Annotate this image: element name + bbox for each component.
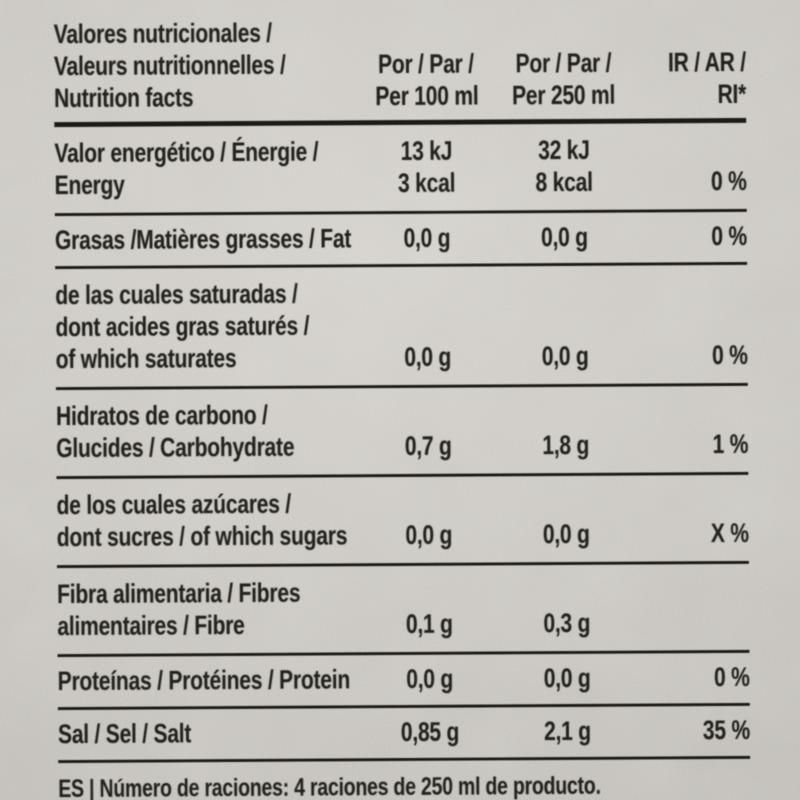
table-title-line: Nutrition facts bbox=[53, 82, 194, 114]
label-line: of which saturates bbox=[55, 343, 237, 375]
row-carbohydrate: Hidratos de carbono / Glucides / Carbohy… bbox=[55, 385, 749, 480]
value-line: 0 % bbox=[710, 165, 747, 197]
header-per-250ml: Por / Par / Per 250 ml bbox=[491, 47, 636, 112]
fat-per-250ml: 0,0 g bbox=[492, 221, 637, 254]
row-fat: Grasas /Matières grasses / Fat 0,0 g 0,0… bbox=[54, 211, 748, 270]
fat-label: Grasas /Matières grasses / Fat bbox=[55, 222, 362, 256]
salt-per-250ml: 2,1 g bbox=[495, 715, 640, 748]
value-line: 13 kJ bbox=[400, 135, 453, 167]
label-line: dont sucres / of which sugars bbox=[56, 520, 348, 553]
protein-per-250ml: 0,0 g bbox=[495, 662, 640, 695]
value-line: 0,3 g bbox=[543, 607, 591, 639]
header-reference-intake: IR / AR / RI* bbox=[636, 46, 746, 111]
fibre-per-100ml: 0,1 g bbox=[364, 607, 494, 640]
label-line: de las cuales saturadas / bbox=[55, 278, 298, 311]
header-per-100ml: Por / Par / Per 100 ml bbox=[361, 47, 491, 112]
value-line: 1,8 g bbox=[542, 429, 590, 461]
fat-per-100ml: 0,0 g bbox=[362, 221, 492, 254]
salt-per-100ml: 0,85 g bbox=[365, 715, 495, 748]
label-line: Valor energético / Énergie / bbox=[54, 136, 319, 169]
row-energy: Valor energético / Énergie / Energy 13 k… bbox=[54, 122, 747, 217]
header-line: Per 250 ml bbox=[511, 79, 616, 111]
label-line: Glucides / Carbohydrate bbox=[56, 431, 295, 464]
protein-ri: 0 % bbox=[640, 661, 750, 694]
label-line: Fibra alimentaria / Fibres bbox=[57, 577, 301, 610]
value-line: 0 % bbox=[713, 661, 750, 693]
label-line: Grasas /Matières grasses / Fat bbox=[54, 223, 352, 256]
header-line: RI* bbox=[717, 78, 747, 110]
salt-label: Sal / Sel / Salt bbox=[58, 716, 365, 750]
header-line: Per 100 ml bbox=[375, 80, 479, 112]
value-line: 0,0 g bbox=[541, 340, 589, 372]
value-line: 35 % bbox=[702, 714, 751, 746]
row-fibre: Fibra alimentaria / Fibres alimentaires … bbox=[56, 563, 750, 658]
value-line: 0,0 g bbox=[405, 519, 453, 550]
value-line: 0,1 g bbox=[405, 608, 453, 639]
value-line: 2,1 g bbox=[543, 715, 591, 747]
row-sugars: de los cuales azúcares / dont sucres / o… bbox=[56, 474, 749, 569]
header-line: Por / Par / bbox=[377, 48, 474, 80]
value-line: X % bbox=[710, 517, 749, 549]
value-line: 0,0 g bbox=[403, 222, 451, 253]
label-line: Energy bbox=[54, 169, 125, 201]
value-line: 32 kJ bbox=[538, 134, 590, 166]
value-line: 0 % bbox=[711, 339, 748, 371]
servings-note-text: ES | Número de raciones: 4 raciones de 2… bbox=[58, 771, 601, 800]
value-line: 0,85 g bbox=[400, 716, 460, 748]
value-line: 0,7 g bbox=[404, 430, 452, 461]
table-title-line: Valeurs nutritionnelles / bbox=[53, 49, 286, 82]
header-nutrients: Valores nutricionales / Valeurs nutritio… bbox=[54, 16, 362, 114]
value-line bbox=[664, 638, 750, 639]
carbohydrate-ri: 1 % bbox=[638, 428, 749, 461]
saturates-ri: 0 % bbox=[638, 339, 748, 372]
carbohydrate-per-250ml: 1,8 g bbox=[493, 429, 638, 462]
value-line: 0,0 g bbox=[406, 663, 454, 694]
saturates-per-100ml: 0,0 g bbox=[363, 340, 493, 373]
value-line: 0 % bbox=[711, 220, 748, 252]
sugars-per-250ml: 0,0 g bbox=[494, 518, 639, 551]
sugars-label: de los cuales azúcares / dont sucres / o… bbox=[56, 487, 363, 553]
salt-ri: 35 % bbox=[640, 714, 750, 747]
fibre-per-250ml: 0,3 g bbox=[494, 607, 639, 640]
carbohydrate-label: Hidratos de carbono / Glucides / Carbohy… bbox=[56, 398, 363, 464]
nutrition-table: Valores nutricionales / Valeurs nutritio… bbox=[53, 13, 751, 800]
value-line: 0,0 g bbox=[404, 341, 452, 372]
energy-per-250ml: 32 kJ 8 kcal bbox=[491, 134, 636, 199]
table-header: Valores nutricionales / Valeurs nutritio… bbox=[53, 13, 747, 128]
value-line: 0,0 g bbox=[540, 221, 588, 253]
header-line: IR / AR / bbox=[667, 46, 746, 78]
row-salt: Sal / Sel / Salt 0,85 g 2,1 g 35 % bbox=[57, 705, 751, 764]
energy-per-100ml: 13 kJ 3 kcal bbox=[361, 134, 491, 199]
value-line: 0,0 g bbox=[542, 518, 590, 550]
row-protein: Proteínas / Protéines / Protein 0,0 g 0,… bbox=[57, 652, 750, 711]
energy-label: Valor energético / Énergie / Energy bbox=[54, 135, 361, 201]
row-saturates: de las cuales saturadas / dont acides gr… bbox=[55, 264, 748, 391]
value-line: 0,0 g bbox=[543, 662, 591, 694]
label-line: Hidratos de carbono / bbox=[55, 399, 268, 432]
value-line: 3 kcal bbox=[397, 167, 456, 199]
label-line: Proteínas / Protéines / Protein bbox=[57, 664, 351, 697]
table-title-line: Valores nutricionales / bbox=[53, 17, 272, 50]
fibre-ri bbox=[639, 638, 749, 639]
protein-label: Proteínas / Protéines / Protein bbox=[58, 663, 365, 697]
sugars-per-100ml: 0,0 g bbox=[364, 518, 494, 551]
saturates-per-250ml: 0,0 g bbox=[493, 340, 638, 373]
label-line: dont acides gras saturés / bbox=[55, 310, 310, 343]
label-line: de los cuales azúcares / bbox=[56, 488, 292, 521]
protein-per-100ml: 0,0 g bbox=[365, 662, 495, 695]
sugars-ri: X % bbox=[639, 517, 749, 550]
label-line: Sal / Sel / Salt bbox=[57, 718, 192, 750]
carbohydrate-per-100ml: 0,7 g bbox=[363, 429, 493, 462]
value-line: 8 kcal bbox=[535, 166, 593, 198]
header-line: Por / Par / bbox=[515, 47, 612, 79]
saturates-label: de las cuales saturadas / dont acides gr… bbox=[55, 277, 363, 375]
servings-note: ES | Número de raciones: 4 raciones de 2… bbox=[58, 769, 750, 800]
fat-ri: 0 % bbox=[637, 220, 747, 253]
label-line: alimentaires / Fibre bbox=[57, 609, 245, 642]
fibre-label: Fibra alimentaria / Fibres alimentaires … bbox=[57, 576, 364, 642]
value-line: 1 % bbox=[712, 428, 749, 460]
energy-ri: 0 % bbox=[637, 165, 747, 198]
